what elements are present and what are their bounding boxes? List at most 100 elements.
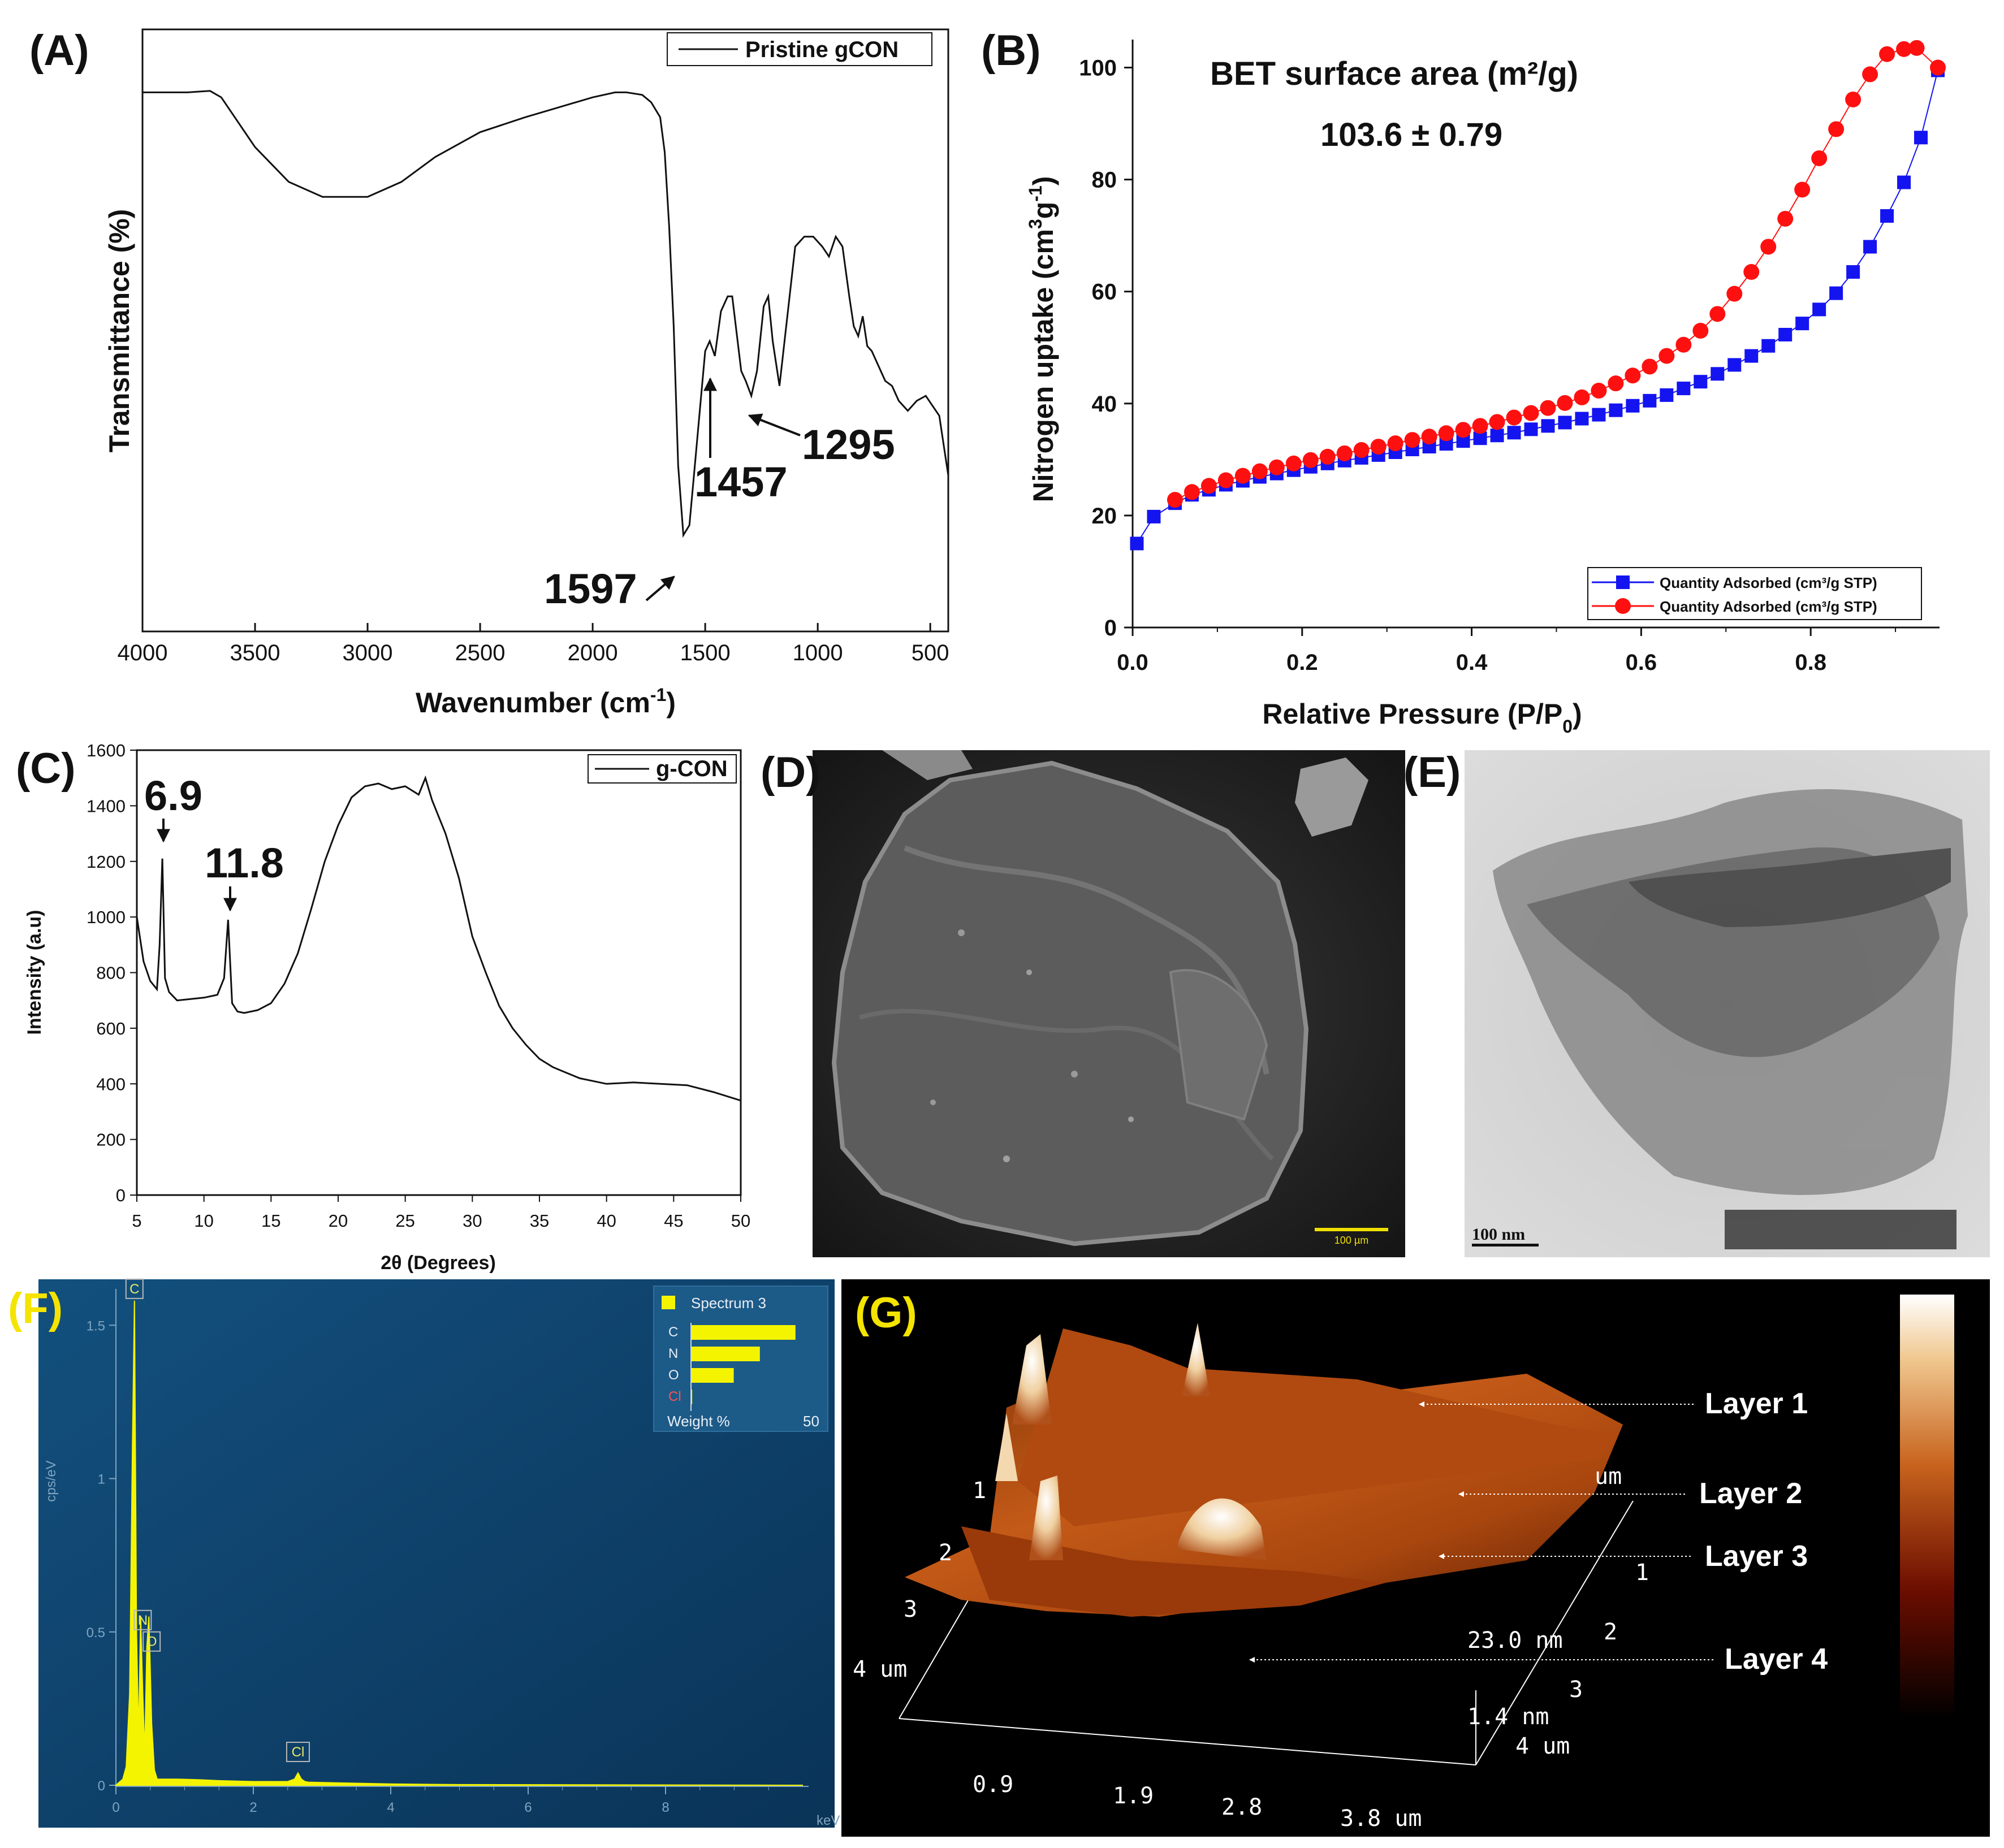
bet-desorption-markers bbox=[1167, 40, 1946, 508]
eds-y-tick-label: 1 bbox=[98, 1472, 105, 1487]
xrd-y-tick-label: 1000 bbox=[87, 907, 126, 927]
bet-x-tick-label: 0.0 bbox=[1117, 650, 1148, 675]
xrd-anno-6.9: 6.9 bbox=[144, 772, 202, 819]
bet-desorption-point bbox=[1591, 383, 1607, 399]
bet-y-tick-label: 60 bbox=[1092, 280, 1117, 305]
bet-adsorption-point bbox=[1643, 393, 1657, 408]
ftir-anno-1457: 1457 bbox=[694, 458, 788, 505]
xrd-y-tick-label: 800 bbox=[96, 963, 126, 983]
panel-a-letter: (A) bbox=[29, 27, 89, 75]
bet-y-tick-label: 0 bbox=[1104, 616, 1117, 640]
bet-y-tick-label: 100 bbox=[1079, 56, 1117, 81]
eds-inset: Spectrum 3 CNO Cl Weight % 50 bbox=[653, 1286, 828, 1432]
bet-desorption-point bbox=[1726, 285, 1743, 302]
afm-z-tick-1: 2 bbox=[1604, 1619, 1617, 1645]
eds-inset-element-Cl: Cl bbox=[668, 1389, 681, 1404]
afm-z-tick-3: 4 um bbox=[1515, 1733, 1570, 1759]
afm-x-tick-0: 0.9 bbox=[973, 1772, 1013, 1798]
eds-inset-element-O: O bbox=[668, 1367, 679, 1383]
bet-x-tick-label: 0.2 bbox=[1286, 650, 1318, 675]
xrd-anno-11.8: 11.8 bbox=[205, 839, 284, 886]
bet-adsorption-point bbox=[1558, 416, 1572, 430]
bet-desorption-point bbox=[1777, 210, 1794, 227]
eds-peak-labels: C NO Cl bbox=[125, 1278, 310, 1763]
bet-adsorption-point bbox=[1778, 327, 1793, 341]
eds-inset-bar-O bbox=[691, 1368, 734, 1383]
xrd-x-tick-label: 45 bbox=[664, 1211, 683, 1231]
bet-desorption-point bbox=[1794, 181, 1811, 198]
xrd-x-tick-label: 35 bbox=[530, 1211, 549, 1231]
ftir-x-tick-label: 1500 bbox=[680, 640, 731, 665]
bet-y-tick-label: 80 bbox=[1092, 168, 1117, 193]
ftir-x-tick-label: 1000 bbox=[793, 640, 843, 665]
bet-desorption-point bbox=[1659, 348, 1675, 364]
bet-x-label: Relative Pressure (P/P0) bbox=[1262, 698, 1582, 737]
afm-x-tick-1: 1.9 bbox=[1113, 1783, 1154, 1809]
panel-d-letter: (D) bbox=[761, 748, 820, 797]
eds-peak-label-Cl: Cl bbox=[292, 1745, 305, 1760]
afm-layer1-label: Layer 1 bbox=[1705, 1387, 1808, 1420]
bet-adsorption-markers bbox=[1130, 63, 1945, 551]
bet-adsorption-point bbox=[1829, 286, 1843, 300]
xrd-y-tick-label: 1600 bbox=[87, 741, 126, 760]
bet-desorption-point bbox=[1184, 484, 1200, 500]
xrd-y-tick-label: 1200 bbox=[87, 852, 126, 872]
bet-desorption-point bbox=[1608, 375, 1624, 392]
eds-x-tick-label: 6 bbox=[524, 1800, 532, 1815]
afm-box bbox=[899, 1500, 1634, 1765]
eds-inset-xmax: 50 bbox=[803, 1413, 819, 1430]
afm-height-label: 23.0 nm bbox=[1467, 1628, 1563, 1654]
bet-x-tick-label: 0.8 bbox=[1795, 650, 1826, 675]
ftir-legend: Pristine gCON bbox=[667, 32, 932, 66]
xrd-y-label: Intensity (a.u) bbox=[24, 910, 45, 1035]
ftir-x-tick-label: 3000 bbox=[343, 640, 393, 665]
eds-x-tick-label: 0 bbox=[112, 1800, 119, 1815]
sem-scale-label: 100 µm bbox=[1334, 1235, 1368, 1246]
eds-inset-xlabel: Weight % bbox=[667, 1413, 730, 1430]
xrd-x-tick-label: 20 bbox=[329, 1211, 348, 1231]
afm-y-tick-0: 1 bbox=[973, 1478, 986, 1504]
tem-sheets bbox=[1493, 789, 1968, 1249]
ftir-arrow-1597 bbox=[645, 575, 675, 601]
eds-inset-bar-N bbox=[691, 1347, 760, 1361]
afm-corner-label: um bbox=[1595, 1464, 1622, 1490]
afm-layer2-label: Layer 2 bbox=[1699, 1477, 1802, 1510]
bet-desorption-point bbox=[1438, 425, 1454, 442]
ftir-x-tick-label: 500 bbox=[912, 640, 949, 665]
bet-desorption-point bbox=[1896, 41, 1912, 57]
afm-layer4-label: Layer 4 bbox=[1725, 1643, 1828, 1676]
panel-g-afm: Layer 1 Layer 2 Layer 3 Layer 4 0.9 1.9 … bbox=[841, 1279, 1990, 1837]
bet-adsorption-point bbox=[1490, 429, 1504, 443]
bet-adsorption-point bbox=[1744, 349, 1759, 363]
eds-y-tick-label: 0 bbox=[98, 1778, 105, 1794]
bet-adsorption-point bbox=[1524, 422, 1538, 436]
bet-annotation-value: 103.6 ± 0.79 bbox=[1320, 116, 1502, 153]
xrd-y-tick-label: 200 bbox=[96, 1130, 126, 1150]
bet-adsorption-point bbox=[1727, 358, 1742, 372]
xrd-x-tick-label: 10 bbox=[194, 1211, 213, 1231]
bet-desorption-point bbox=[1879, 46, 1895, 62]
bet-desorption-point bbox=[1845, 91, 1862, 107]
bet-desorption-point bbox=[1908, 40, 1925, 56]
xrd-y-tick-label: 0 bbox=[116, 1185, 126, 1205]
bet-y-tick-label: 40 bbox=[1092, 392, 1117, 417]
afm-z-tick-2: 3 bbox=[1569, 1677, 1583, 1703]
xrd-x-tick-label: 40 bbox=[597, 1211, 616, 1231]
eds-y-label: cps/eV bbox=[44, 1460, 59, 1501]
bet-adsorption-point bbox=[1880, 209, 1894, 223]
panel-d-sem: 100 µm (D) bbox=[761, 748, 1405, 1257]
eds-y-tick-label: 1.5 bbox=[87, 1318, 105, 1334]
bet-x-tick-label: 0.4 bbox=[1456, 650, 1488, 675]
eds-peak-label-box bbox=[142, 1631, 161, 1652]
bet-adsorption-point bbox=[1897, 175, 1911, 189]
xrd-x-label: 2θ (Degrees) bbox=[381, 1252, 496, 1274]
bet-adsorption-point bbox=[1677, 382, 1691, 396]
bet-desorption-point bbox=[1234, 468, 1251, 484]
panel-e-letter: (E) bbox=[1403, 748, 1461, 797]
afm-y-tick-2: 3 bbox=[904, 1596, 917, 1622]
bet-desorption-point bbox=[1353, 442, 1370, 458]
bet-y-tick-label: 20 bbox=[1092, 504, 1117, 529]
eds-peak-label-box bbox=[286, 1742, 310, 1763]
xrd-y-tick-label: 400 bbox=[96, 1074, 126, 1094]
